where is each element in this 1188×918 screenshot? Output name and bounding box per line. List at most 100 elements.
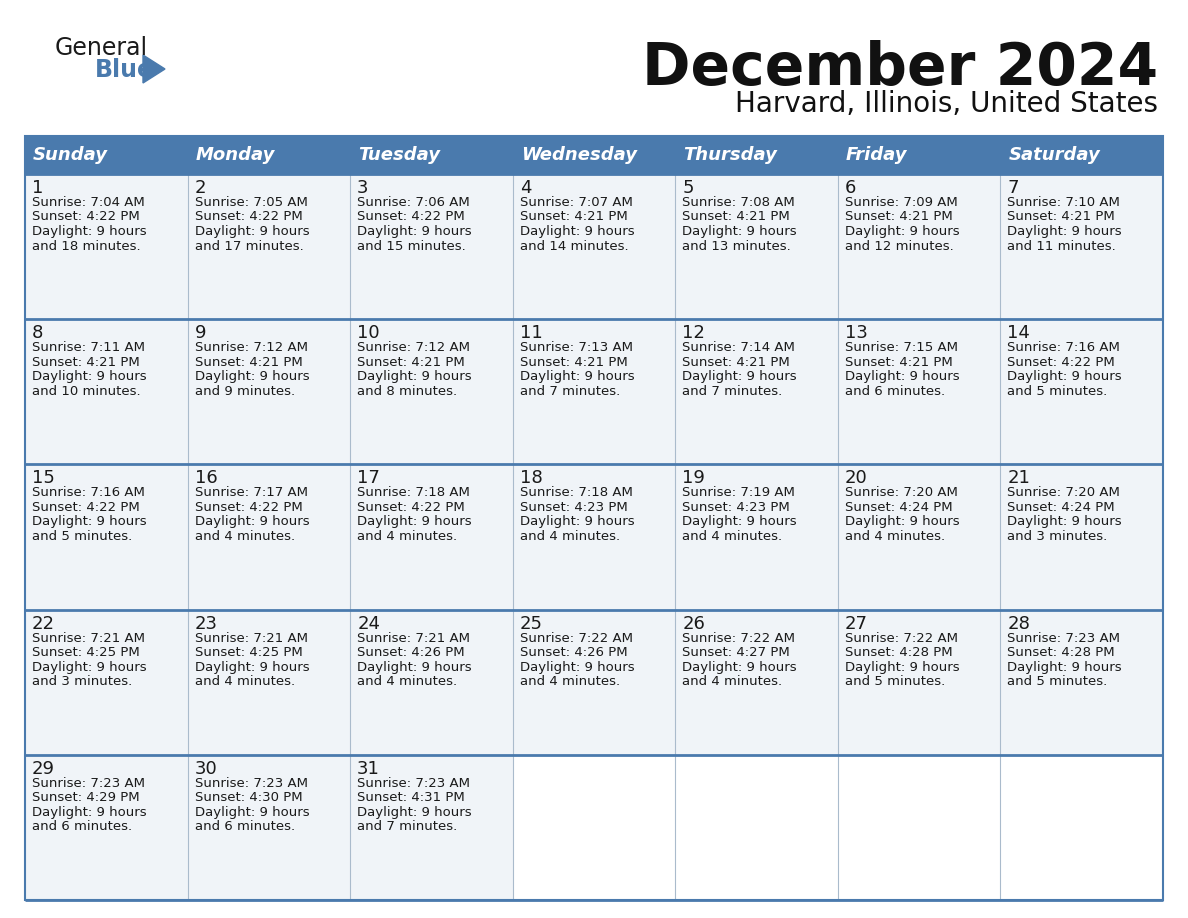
- Text: Sunrise: 7:23 AM: Sunrise: 7:23 AM: [195, 777, 308, 789]
- Text: Daylight: 9 hours: Daylight: 9 hours: [32, 515, 146, 529]
- Text: and 5 minutes.: and 5 minutes.: [845, 675, 946, 688]
- Text: Sunrise: 7:22 AM: Sunrise: 7:22 AM: [682, 632, 795, 644]
- Text: Daylight: 9 hours: Daylight: 9 hours: [845, 515, 960, 529]
- Text: Daylight: 9 hours: Daylight: 9 hours: [1007, 225, 1121, 238]
- Bar: [838, 174, 1000, 319]
- Text: and 4 minutes.: and 4 minutes.: [519, 530, 620, 543]
- Text: Thursday: Thursday: [683, 146, 777, 164]
- Text: 27: 27: [845, 614, 868, 633]
- Text: Sunset: 4:22 PM: Sunset: 4:22 PM: [1007, 355, 1116, 369]
- Text: Sunset: 4:29 PM: Sunset: 4:29 PM: [32, 791, 140, 804]
- Bar: [675, 755, 838, 900]
- Text: 13: 13: [845, 324, 867, 342]
- Bar: [1000, 319, 1163, 465]
- Text: Sunrise: 7:06 AM: Sunrise: 7:06 AM: [358, 196, 470, 209]
- Text: and 4 minutes.: and 4 minutes.: [845, 530, 944, 543]
- Bar: [1000, 755, 1163, 900]
- Text: Daylight: 9 hours: Daylight: 9 hours: [682, 225, 797, 238]
- Bar: [838, 755, 1000, 900]
- Text: Daylight: 9 hours: Daylight: 9 hours: [195, 661, 309, 674]
- Text: Sunset: 4:21 PM: Sunset: 4:21 PM: [195, 355, 302, 369]
- Text: Sunset: 4:22 PM: Sunset: 4:22 PM: [32, 501, 140, 514]
- Text: and 14 minutes.: and 14 minutes.: [519, 240, 628, 252]
- Text: Daylight: 9 hours: Daylight: 9 hours: [519, 661, 634, 674]
- Text: Daylight: 9 hours: Daylight: 9 hours: [682, 515, 797, 529]
- Text: Sunset: 4:22 PM: Sunset: 4:22 PM: [358, 210, 465, 223]
- Text: and 5 minutes.: and 5 minutes.: [32, 530, 132, 543]
- Text: 14: 14: [1007, 324, 1030, 342]
- Text: Sunrise: 7:17 AM: Sunrise: 7:17 AM: [195, 487, 308, 499]
- Text: Sunset: 4:21 PM: Sunset: 4:21 PM: [358, 355, 465, 369]
- Bar: [838, 610, 1000, 755]
- Text: Blue: Blue: [95, 58, 154, 82]
- Text: Sunrise: 7:12 AM: Sunrise: 7:12 AM: [358, 341, 470, 354]
- Text: 17: 17: [358, 469, 380, 487]
- Bar: [675, 610, 838, 755]
- Text: December 2024: December 2024: [642, 40, 1158, 97]
- Text: and 3 minutes.: and 3 minutes.: [1007, 530, 1107, 543]
- Text: 25: 25: [519, 614, 543, 633]
- Text: and 4 minutes.: and 4 minutes.: [195, 675, 295, 688]
- Text: Sunset: 4:24 PM: Sunset: 4:24 PM: [845, 501, 953, 514]
- Text: Sunrise: 7:14 AM: Sunrise: 7:14 AM: [682, 341, 795, 354]
- Text: Sunrise: 7:16 AM: Sunrise: 7:16 AM: [32, 487, 145, 499]
- Bar: [838, 465, 1000, 610]
- Bar: [350, 174, 513, 319]
- Text: Daylight: 9 hours: Daylight: 9 hours: [519, 515, 634, 529]
- Text: Sunset: 4:26 PM: Sunset: 4:26 PM: [358, 646, 465, 659]
- Text: Sunrise: 7:23 AM: Sunrise: 7:23 AM: [358, 777, 470, 789]
- Text: Tuesday: Tuesday: [358, 146, 440, 164]
- Bar: [1000, 610, 1163, 755]
- Bar: [25, 610, 188, 755]
- Text: 10: 10: [358, 324, 380, 342]
- Bar: [513, 174, 675, 319]
- Text: and 15 minutes.: and 15 minutes.: [358, 240, 466, 252]
- Text: and 9 minutes.: and 9 minutes.: [195, 385, 295, 397]
- Text: Sunrise: 7:16 AM: Sunrise: 7:16 AM: [1007, 341, 1120, 354]
- Bar: [25, 755, 188, 900]
- Text: Daylight: 9 hours: Daylight: 9 hours: [195, 370, 309, 383]
- Text: Sunset: 4:28 PM: Sunset: 4:28 PM: [1007, 646, 1116, 659]
- Bar: [350, 610, 513, 755]
- Text: 9: 9: [195, 324, 206, 342]
- Text: 8: 8: [32, 324, 44, 342]
- Text: Sunrise: 7:05 AM: Sunrise: 7:05 AM: [195, 196, 308, 209]
- Text: 5: 5: [682, 179, 694, 197]
- Text: Sunset: 4:21 PM: Sunset: 4:21 PM: [845, 355, 953, 369]
- Text: Sunset: 4:30 PM: Sunset: 4:30 PM: [195, 791, 302, 804]
- Text: Sunset: 4:22 PM: Sunset: 4:22 PM: [195, 501, 302, 514]
- Text: Daylight: 9 hours: Daylight: 9 hours: [195, 806, 309, 819]
- Bar: [350, 319, 513, 465]
- Text: Sunset: 4:23 PM: Sunset: 4:23 PM: [682, 501, 790, 514]
- Text: Sunrise: 7:21 AM: Sunrise: 7:21 AM: [358, 632, 470, 644]
- Text: Sunset: 4:22 PM: Sunset: 4:22 PM: [32, 210, 140, 223]
- Text: Sunrise: 7:09 AM: Sunrise: 7:09 AM: [845, 196, 958, 209]
- Text: Sunrise: 7:11 AM: Sunrise: 7:11 AM: [32, 341, 145, 354]
- Text: Daylight: 9 hours: Daylight: 9 hours: [1007, 661, 1121, 674]
- Text: Sunset: 4:25 PM: Sunset: 4:25 PM: [195, 646, 302, 659]
- Text: Daylight: 9 hours: Daylight: 9 hours: [845, 661, 960, 674]
- Text: and 7 minutes.: and 7 minutes.: [682, 385, 783, 397]
- Text: Sunrise: 7:18 AM: Sunrise: 7:18 AM: [519, 487, 632, 499]
- Text: Saturday: Saturday: [1009, 146, 1100, 164]
- Text: 20: 20: [845, 469, 867, 487]
- Text: Sunrise: 7:04 AM: Sunrise: 7:04 AM: [32, 196, 145, 209]
- Text: Sunset: 4:21 PM: Sunset: 4:21 PM: [519, 210, 627, 223]
- Text: Sunset: 4:21 PM: Sunset: 4:21 PM: [682, 355, 790, 369]
- Text: Sunrise: 7:10 AM: Sunrise: 7:10 AM: [1007, 196, 1120, 209]
- Text: Sunset: 4:21 PM: Sunset: 4:21 PM: [845, 210, 953, 223]
- Text: Sunset: 4:27 PM: Sunset: 4:27 PM: [682, 646, 790, 659]
- Text: 4: 4: [519, 179, 531, 197]
- Text: Friday: Friday: [846, 146, 908, 164]
- Text: Sunset: 4:21 PM: Sunset: 4:21 PM: [1007, 210, 1116, 223]
- Text: Daylight: 9 hours: Daylight: 9 hours: [682, 370, 797, 383]
- Text: Sunset: 4:22 PM: Sunset: 4:22 PM: [358, 501, 465, 514]
- Text: and 12 minutes.: and 12 minutes.: [845, 240, 954, 252]
- Text: 28: 28: [1007, 614, 1030, 633]
- Bar: [675, 319, 838, 465]
- Text: Sunset: 4:24 PM: Sunset: 4:24 PM: [1007, 501, 1116, 514]
- Bar: [188, 755, 350, 900]
- Bar: [188, 610, 350, 755]
- Text: 21: 21: [1007, 469, 1030, 487]
- Bar: [188, 465, 350, 610]
